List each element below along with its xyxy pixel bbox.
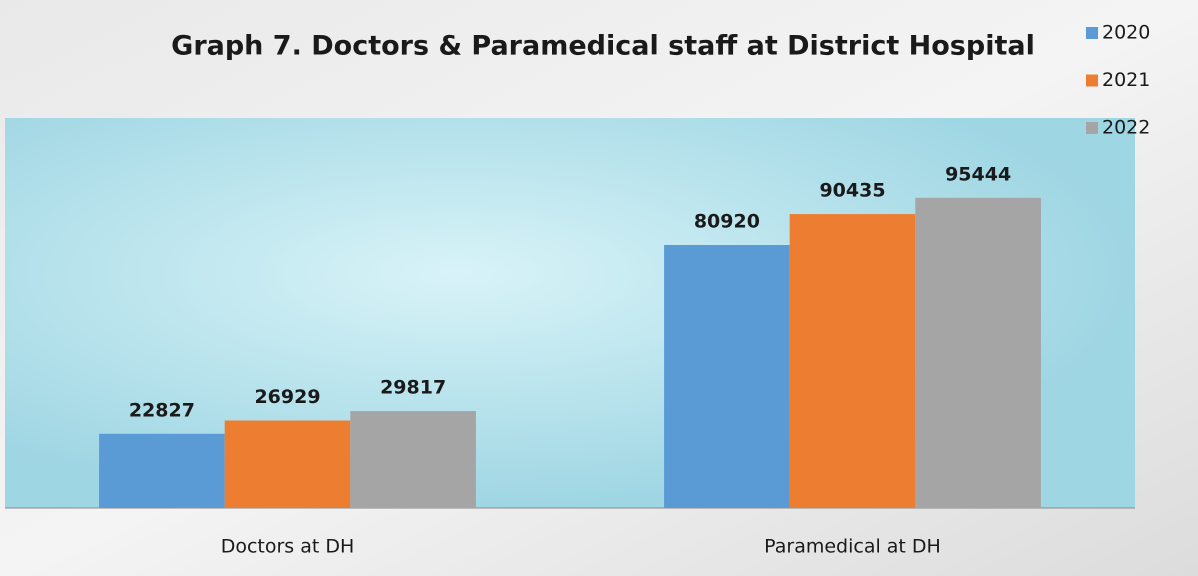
legend-label: 2021: [1102, 69, 1150, 91]
data-label: 22827: [129, 399, 195, 421]
legend-swatch: [1086, 27, 1098, 39]
x-tick-label: Doctors at DH: [221, 536, 355, 558]
data-label: 29817: [380, 377, 446, 399]
bar: [99, 433, 225, 508]
legend-label: 2022: [1102, 117, 1150, 139]
bar: [664, 245, 790, 508]
bar: [915, 197, 1041, 508]
bar: [224, 420, 351, 508]
legend-swatch: [1086, 74, 1098, 87]
x-tick-label: Paramedical at DH: [764, 536, 941, 558]
legend-label: 2020: [1102, 22, 1150, 44]
bar: [350, 411, 476, 508]
data-label: 95444: [945, 163, 1011, 185]
data-label: 90435: [819, 180, 885, 202]
chart-title: Graph 7. Doctors & Paramedical staff at …: [171, 31, 1035, 62]
bar: [789, 214, 916, 508]
data-label: 80920: [694, 211, 760, 233]
data-label: 26929: [254, 386, 320, 408]
legend-swatch: [1086, 122, 1098, 134]
